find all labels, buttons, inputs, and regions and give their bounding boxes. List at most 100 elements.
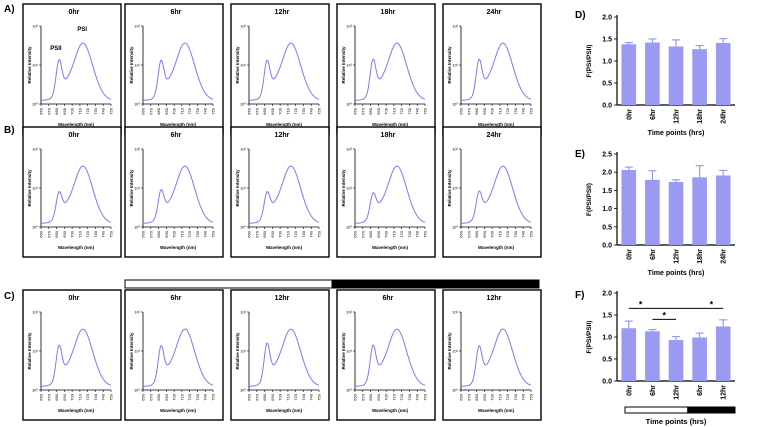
panel-frame (442, 3, 542, 135)
x-tick-label: 710 (497, 230, 502, 237)
x-tick-label: 660 (39, 393, 44, 400)
x-tick-label: 700 (278, 393, 283, 400)
y-tick-label: 10⁰ (346, 225, 352, 230)
spectrum-panel-b-5: 24hr 10⁰ 10¹ 10² 660 670 680 690 700 710 720 730 740… (442, 126, 542, 258)
x-tick-label: 710 (285, 393, 290, 400)
x-tick-label: 700 (384, 393, 389, 400)
x-tick-label: 740 (101, 393, 106, 400)
x-tick-label: 680 (156, 107, 161, 114)
x-tick-label: 660 (459, 230, 464, 237)
y-axis-label: Relative Intensity (27, 46, 32, 84)
spectrum-line (142, 328, 214, 387)
panel-label-e: E) (575, 149, 585, 160)
y-tick-label: 10⁰ (32, 388, 38, 393)
x-tick-label: 740 (415, 107, 420, 114)
x-tick-label: 750 (317, 230, 322, 237)
panel-title: 0hr (69, 295, 80, 302)
y-tick-label: 1.0 (602, 335, 612, 342)
x-axis-label: Wavelength (nm) (58, 245, 95, 250)
x-tick-label: 700 (172, 230, 177, 237)
x-tick-label: 750 (529, 230, 534, 237)
x-axis-label: Time points (hrs) (648, 130, 705, 137)
x-tick-label: 670 (360, 393, 365, 400)
x-tick-label: 710 (391, 393, 396, 400)
panel-title: 0hr (69, 132, 80, 139)
y-tick-label: 10² (32, 24, 38, 29)
panel-title: 18hr (381, 9, 396, 16)
panel-frame (124, 126, 224, 258)
x-tick-label: 710 (179, 230, 184, 237)
bar (668, 46, 684, 105)
x-tick-label: 670 (148, 230, 153, 237)
panel-label-b: B) (4, 125, 15, 136)
y-tick-label: 10¹ (452, 349, 458, 354)
x-axis-label: Wavelength (nm) (160, 122, 197, 127)
y-tick-label: 10¹ (32, 186, 38, 191)
x-tick-label: 690 (482, 107, 487, 114)
y-axis-label: F(PSI/PSII) (586, 45, 593, 78)
x-tick-label: 680 (474, 393, 479, 400)
spectrum-panel-b-2: 6hr 10⁰ 10¹ 10² 660 670 680 690 700 710 720 730 740 7… (124, 126, 224, 258)
x-axis-label: Wavelength (nm) (58, 408, 95, 413)
x-tick-label: 690 (62, 230, 67, 237)
x-axis-label: Wavelength (nm) (160, 408, 197, 413)
y-tick-label: 10⁰ (452, 102, 458, 107)
spectrum-line (460, 328, 532, 387)
x-tick-label: 690 (376, 230, 381, 237)
dark-period (331, 279, 540, 289)
y-tick-label: 10² (32, 147, 38, 152)
x-tick-label: 730 (195, 230, 200, 237)
x-tick-label: 730 (195, 107, 200, 114)
y-tick-label: 10² (134, 147, 140, 152)
x-tick-label: 670 (360, 107, 365, 114)
x-tick-label: 750 (529, 393, 534, 400)
y-tick-label: 10² (452, 310, 458, 315)
x-tick-label: 710 (179, 393, 184, 400)
x-tick-label: 670 (46, 230, 51, 237)
y-tick-label: 1.0 (602, 206, 612, 213)
x-tick-label: 660 (353, 107, 358, 114)
panel-label-d: D) (575, 10, 586, 21)
x-tick-label: 690 (482, 230, 487, 237)
panel-title: 24hr (487, 9, 502, 16)
x-tick-label: 690 (270, 393, 275, 400)
y-tick-label: 10¹ (240, 349, 246, 354)
x-tick-label: 710 (285, 107, 290, 114)
bar (621, 44, 637, 105)
x-tick-label: 6hr (650, 249, 657, 260)
x-tick-label: 740 (101, 230, 106, 237)
x-tick-label: 700 (70, 393, 75, 400)
x-tick-label: 750 (529, 107, 534, 114)
panel-label-c: C) (4, 291, 15, 302)
y-tick-label: 10² (240, 24, 246, 29)
y-tick-label: 10⁰ (134, 225, 140, 230)
bar (715, 42, 731, 105)
y-tick-label: 10² (32, 310, 38, 315)
y-tick-label: 10¹ (346, 349, 352, 354)
x-tick-label: 660 (353, 230, 358, 237)
x-axis-label: Time points (hrs) (648, 270, 705, 277)
x-tick-label: 740 (415, 393, 420, 400)
x-tick-label: 750 (317, 107, 322, 114)
x-tick-label: 680 (156, 230, 161, 237)
x-tick-label: 660 (39, 107, 44, 114)
panel-label-a: A) (4, 4, 15, 15)
panel-frame (442, 126, 542, 258)
y-tick-label: 10⁰ (240, 102, 246, 107)
x-tick-label: 700 (172, 393, 177, 400)
x-axis-label: Wavelength (nm) (478, 408, 515, 413)
y-axis-label: Relative Intensity (27, 332, 32, 370)
x-tick-label: 720 (505, 230, 510, 237)
x-tick-label: 6hr (697, 385, 704, 396)
panel-frame (22, 3, 122, 135)
panel-title: 0hr (69, 9, 80, 16)
y-tick-label: 0.0 (602, 243, 612, 250)
x-tick-label: 660 (141, 393, 146, 400)
y-axis-label: Relative Intensity (27, 169, 32, 207)
x-tick-label: 750 (211, 393, 216, 400)
y-tick-label: 1.5 (602, 313, 612, 320)
x-tick-label: 680 (156, 393, 161, 400)
x-tick-label: 660 (459, 393, 464, 400)
x-tick-label: 700 (384, 107, 389, 114)
y-tick-label: 10⁰ (452, 388, 458, 393)
